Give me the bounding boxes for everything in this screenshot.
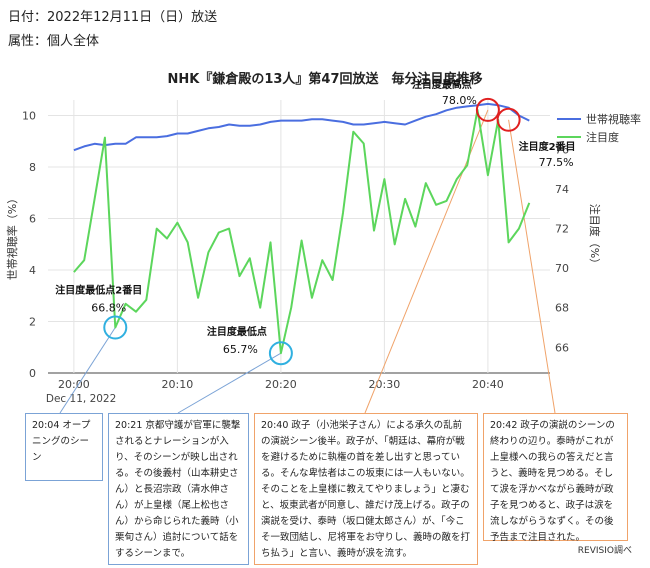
x-sub-label: Dec 11, 2022 <box>46 393 116 405</box>
legend-label: 注目度 <box>586 130 619 144</box>
y-left-tick-label: 4 <box>29 264 36 277</box>
annotation-value: 78.0% <box>442 94 477 107</box>
legend-label: 世帯視聴率 <box>586 112 641 126</box>
y-left-tick-label: 10 <box>22 109 36 122</box>
x-tick-label: 20:10 <box>162 378 194 391</box>
source-credit: REVISIO調べ <box>577 546 632 556</box>
x-tick-label: 20:00 <box>58 378 90 391</box>
y-right-tick-label: 66 <box>555 341 569 354</box>
note-connector-line <box>508 119 556 414</box>
annotation-circle <box>475 97 500 122</box>
note-connector-line <box>177 352 282 414</box>
annotation-label: 注目度最低点2番目 <box>55 284 142 297</box>
note-box-2004: 20:04 オープニングのシーン <box>25 413 103 481</box>
note-box-2021: 20:21 京都守護が官軍に襲撃されるとナレーションが入り、そのシーンが映し出さ… <box>108 413 249 565</box>
y-left-tick-label: 0 <box>29 367 36 380</box>
annotation-label: 注目度最低点 <box>207 325 267 338</box>
x-tick-label: 20:40 <box>472 378 504 391</box>
y-right-tick-label: 74 <box>555 183 569 196</box>
y-left-tick-label: 6 <box>29 212 36 225</box>
y-right-tick-label: 70 <box>555 262 569 275</box>
y-right-axis-title: 注目度（%） <box>588 204 602 269</box>
annotation-label: 注目度最高点 <box>412 78 472 91</box>
y-right-tick-label: 72 <box>555 223 569 236</box>
y-left-axis-title: 世帯視聴率（%） <box>5 193 19 280</box>
note-connector-line <box>59 327 116 414</box>
annotation-circle <box>103 315 128 340</box>
y-right-tick-label: 68 <box>555 302 569 315</box>
series-line-household-rating <box>73 102 530 152</box>
annotation-circle <box>268 341 293 366</box>
audience-attribute: 属性：個人全体 <box>8 34 100 49</box>
broadcast-date: 日付：2022年12月11日（日）放送 <box>8 10 218 25</box>
annotation-label: 注目度2番目 <box>519 140 576 153</box>
annotation-circle <box>496 107 521 132</box>
annotation-value: 77.5% <box>539 156 574 169</box>
x-tick-label: 20:20 <box>265 378 297 391</box>
x-tick-label: 20:30 <box>369 378 401 391</box>
note-box-2042: 20:42 政子の演説のシーンの終わりの辺り。泰時がこれが上皇様への我らの答えだ… <box>483 413 628 543</box>
chart-title: NHK『鎌倉殿の13人』第47回放送 毎分注目度推移 <box>167 72 483 87</box>
annotation-value: 66.8% <box>91 302 126 315</box>
y-right-tick-label: 76 <box>555 143 569 156</box>
y-left-tick-label: 8 <box>29 161 36 174</box>
annotation-value: 65.7% <box>223 343 258 356</box>
note-box-2040: 20:40 政子（小池栄子さん）による承久の乱前の演説シーン後半。政子が、「朝廷… <box>254 413 478 565</box>
series-line-attention <box>73 108 531 355</box>
y-left-tick-label: 2 <box>29 315 36 328</box>
